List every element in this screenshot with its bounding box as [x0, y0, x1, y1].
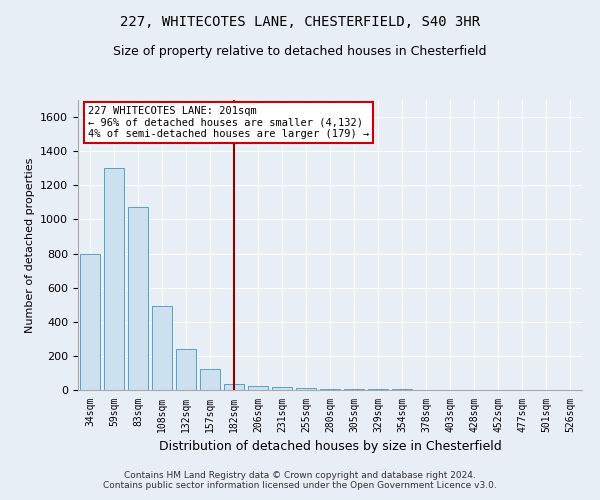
Bar — [320, 389, 340, 390]
Bar — [272, 388, 292, 390]
Bar — [104, 168, 124, 390]
Bar — [248, 386, 268, 390]
Bar — [176, 349, 196, 390]
Bar — [128, 206, 148, 390]
Text: Size of property relative to detached houses in Chesterfield: Size of property relative to detached ho… — [113, 45, 487, 58]
Y-axis label: Number of detached properties: Number of detached properties — [25, 158, 35, 332]
Bar — [152, 306, 172, 390]
Bar — [80, 254, 100, 390]
Bar — [200, 368, 220, 390]
X-axis label: Distribution of detached houses by size in Chesterfield: Distribution of detached houses by size … — [158, 440, 502, 453]
Bar — [296, 388, 316, 390]
Bar — [224, 384, 244, 390]
Bar — [344, 389, 364, 390]
Text: 227, WHITECOTES LANE, CHESTERFIELD, S40 3HR: 227, WHITECOTES LANE, CHESTERFIELD, S40 … — [120, 15, 480, 29]
Text: 227 WHITECOTES LANE: 201sqm
← 96% of detached houses are smaller (4,132)
4% of s: 227 WHITECOTES LANE: 201sqm ← 96% of det… — [88, 106, 370, 139]
Text: Contains HM Land Registry data © Crown copyright and database right 2024.
Contai: Contains HM Land Registry data © Crown c… — [103, 470, 497, 490]
